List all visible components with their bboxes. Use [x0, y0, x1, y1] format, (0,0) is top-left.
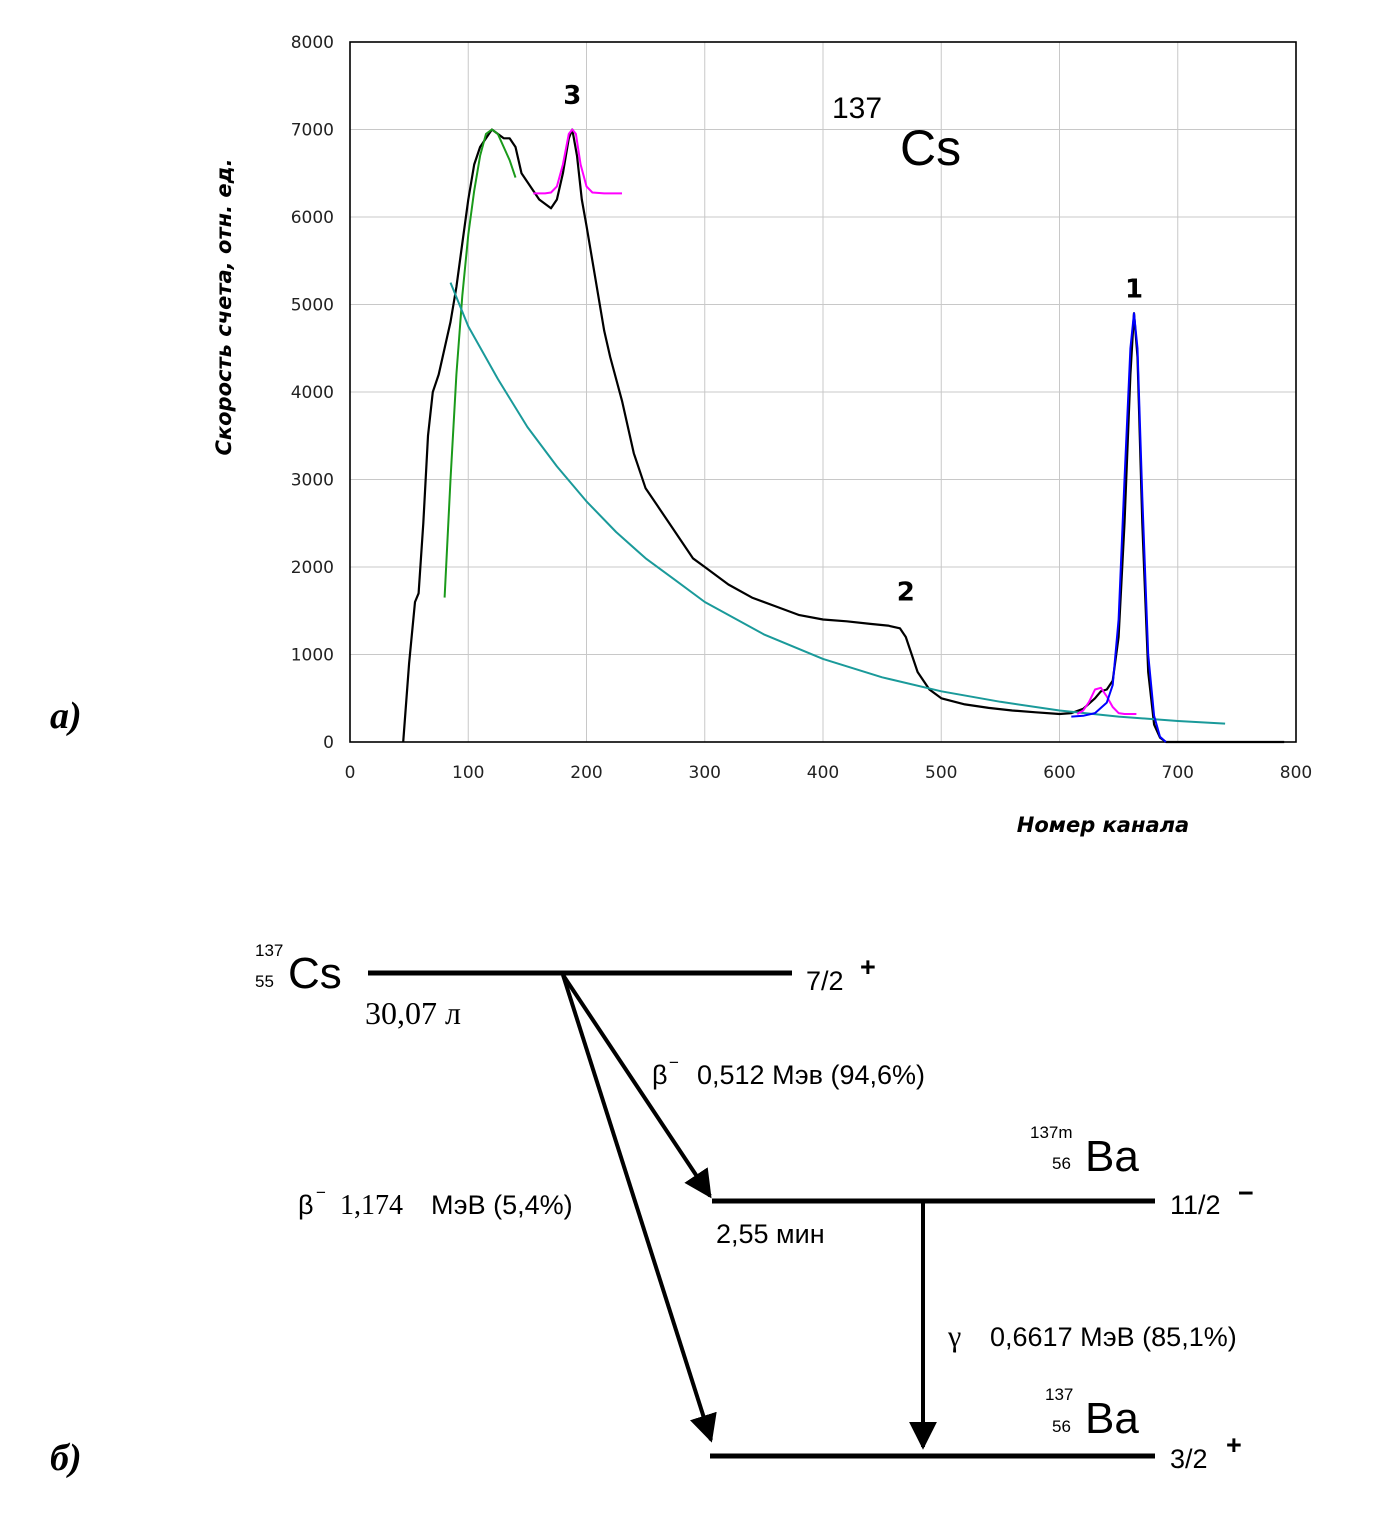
y-tick-label: 2000	[291, 558, 334, 578]
beta1-symbol: β	[652, 1060, 668, 1090]
x-tick-label: 800	[1280, 763, 1312, 783]
ba137m-symbol: Ba	[1085, 1132, 1139, 1181]
ba137m-parity: −	[1238, 1178, 1254, 1208]
series-line-2	[443, 128, 517, 598]
ba137m-mass-number: 137m	[1030, 1123, 1073, 1142]
gamma-label: 0,6617 МэВ (85,1%)	[990, 1322, 1237, 1352]
beta1-sign: −	[669, 1053, 679, 1072]
decay-scheme: 137 55 Cs 30,07 л 7/2 + β − 0,512 Мэв (9…	[255, 941, 1254, 1474]
ba137m-atomic-number: 56	[1052, 1154, 1071, 1173]
x-tick-label: 100	[452, 763, 484, 783]
panel-label-b: б)	[50, 1437, 82, 1479]
isotope-label-mass: 137	[832, 92, 882, 125]
gamma-symbol: γ	[947, 1320, 961, 1353]
y-tick-labels: 0 1000 2000 3000 4000 5000 6000 7000 8000	[291, 33, 334, 753]
ba137m-spin: 11/2	[1170, 1190, 1221, 1220]
x-tick-label: 200	[570, 763, 602, 783]
chart-series	[402, 128, 1285, 744]
x-tick-label: 600	[1043, 763, 1075, 783]
series-line-1	[402, 128, 1285, 744]
x-tick-label: 500	[925, 763, 957, 783]
beta2-symbol: β	[298, 1190, 314, 1220]
beta2-arrow	[561, 974, 717, 1443]
y-tick-label: 5000	[291, 296, 334, 316]
beta2-sign: −	[316, 1183, 326, 1202]
ba137-mass-number: 137	[1045, 1385, 1073, 1404]
beta2-energy: 1,174	[340, 1190, 403, 1221]
beta2-label: МэВ (5,4%)	[431, 1190, 573, 1220]
y-tick-label: 4000	[291, 383, 334, 403]
y-tick-label: 6000	[291, 208, 334, 228]
beta1-arrow	[561, 973, 712, 1199]
cs137-atomic-number: 55	[255, 972, 274, 991]
cs137-half-life: 30,07 л	[365, 995, 461, 1031]
y-tick-label: 1000	[291, 646, 334, 666]
series-line-4	[449, 282, 1226, 725]
y-tick-label: 8000	[291, 33, 334, 53]
peak-label-3: 3	[563, 81, 581, 111]
chart-grid	[350, 42, 1296, 742]
panel-label-a: а)	[50, 695, 82, 737]
cs137-parity: +	[860, 952, 876, 982]
peak-label-2: 2	[897, 577, 915, 607]
ba137-spin: 3/2	[1170, 1444, 1208, 1474]
y-tick-label: 0	[323, 733, 334, 753]
y-tick-label: 7000	[291, 121, 334, 141]
spectrum-chart: 0 100 200 300 400 500 600 700 800 0 1000 2000 3000 4…	[212, 33, 1312, 837]
x-tick-label: 0	[345, 763, 356, 783]
plot-frame	[349, 41, 1297, 743]
y-tick-label: 3000	[291, 471, 334, 491]
isotope-label-symbol: Cs	[900, 120, 961, 176]
cs137-spin: 7/2	[806, 966, 844, 996]
x-tick-labels: 0 100 200 300 400 500 600 700 800	[345, 763, 1313, 783]
y-axis-label: Скорость счета, отн. ед.	[212, 158, 236, 455]
series-line-6	[1071, 312, 1167, 743]
peak-labels: 1 2 3	[563, 81, 1143, 607]
peak-label-1: 1	[1125, 275, 1143, 305]
x-tick-label: 700	[1162, 763, 1194, 783]
ba137-atomic-number: 56	[1052, 1417, 1071, 1436]
ba137-symbol: Ba	[1085, 1394, 1139, 1443]
cs137-symbol: Cs	[288, 949, 342, 998]
x-tick-label: 300	[689, 763, 721, 783]
ba137-parity: +	[1226, 1430, 1242, 1460]
cs137-mass-number: 137	[255, 941, 283, 960]
x-axis-label: Номер канала	[1017, 813, 1189, 837]
beta1-label: 0,512 Мэв (94,6%)	[697, 1060, 925, 1090]
x-tick-label: 400	[807, 763, 839, 783]
ba137m-half-life: 2,55 мин	[716, 1219, 825, 1249]
series-line-5	[1076, 686, 1137, 715]
series-line-3	[533, 128, 622, 195]
